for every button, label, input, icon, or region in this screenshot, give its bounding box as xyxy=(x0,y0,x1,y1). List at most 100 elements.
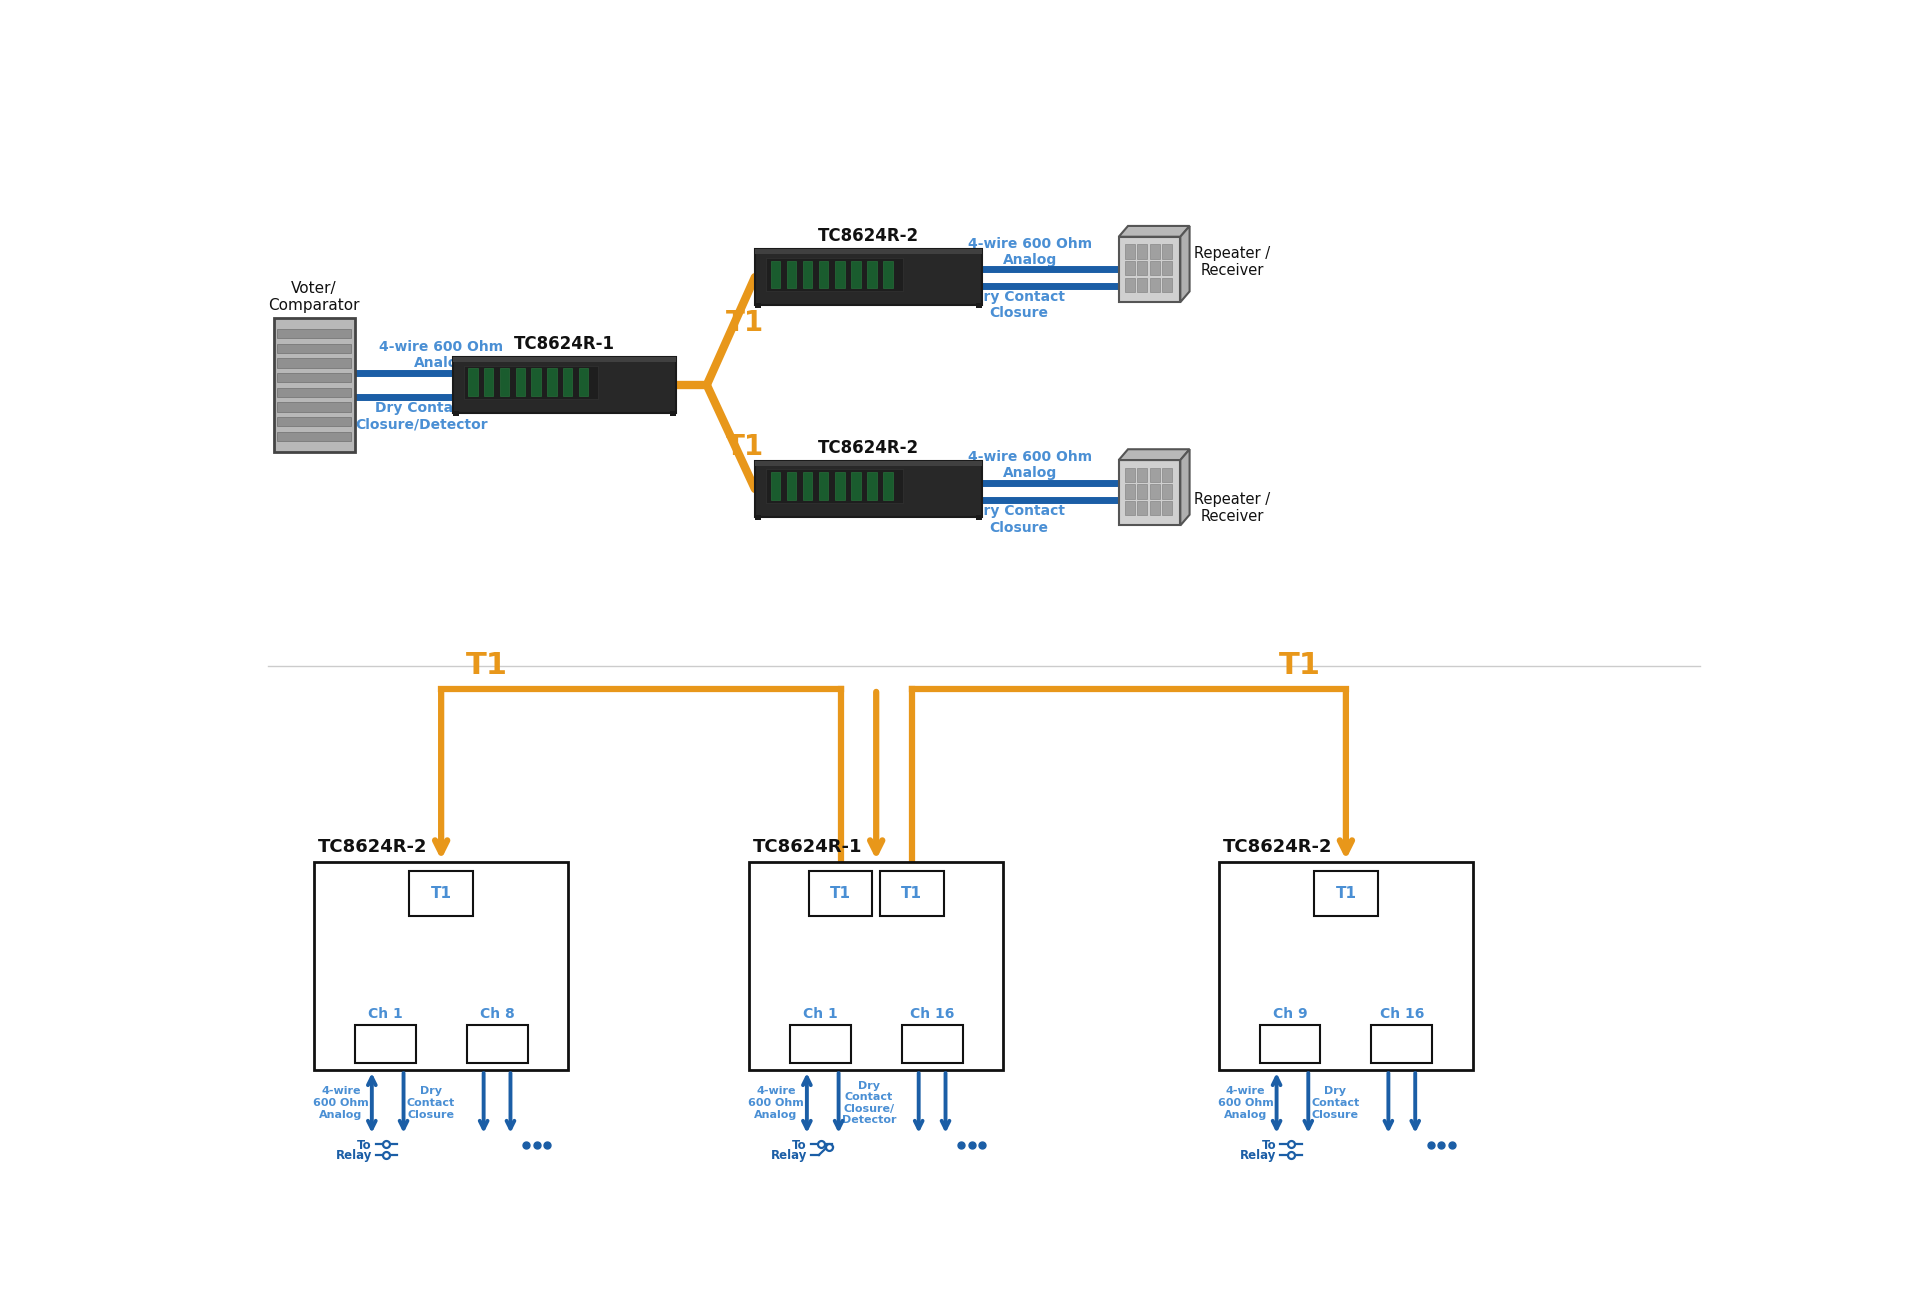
Bar xyxy=(1150,468,1160,483)
Bar xyxy=(315,863,568,1070)
Bar xyxy=(755,462,981,517)
Bar xyxy=(467,1026,528,1063)
Text: TC8624R-2: TC8624R-2 xyxy=(319,838,428,856)
Bar xyxy=(975,515,981,519)
Polygon shape xyxy=(1119,226,1190,237)
Bar xyxy=(276,359,351,368)
Text: Ch 1: Ch 1 xyxy=(369,1007,403,1020)
Text: T1: T1 xyxy=(726,309,764,338)
Text: TC8624R-2: TC8624R-2 xyxy=(1223,838,1332,856)
Bar xyxy=(755,304,760,308)
Polygon shape xyxy=(1119,450,1190,460)
Bar xyxy=(1125,262,1135,275)
Bar xyxy=(868,472,877,500)
Bar xyxy=(1162,277,1171,292)
Bar xyxy=(1137,262,1148,275)
Bar xyxy=(275,318,355,452)
Text: Dry Contact
Closure/Detector: Dry Contact Closure/Detector xyxy=(355,401,488,431)
Bar xyxy=(1137,277,1148,292)
Bar xyxy=(468,368,478,396)
Text: T1: T1 xyxy=(829,886,851,901)
Bar xyxy=(532,368,541,396)
Bar xyxy=(789,1026,851,1063)
Bar xyxy=(820,472,828,500)
Bar xyxy=(547,368,557,396)
Bar xyxy=(902,1026,962,1063)
Bar xyxy=(276,431,351,441)
Text: TC8624R-2: TC8624R-2 xyxy=(818,226,920,245)
Text: To: To xyxy=(357,1139,372,1152)
Text: Ch 1: Ch 1 xyxy=(803,1007,837,1020)
Bar xyxy=(851,260,860,288)
Bar xyxy=(276,343,351,352)
Bar xyxy=(1125,484,1135,498)
Text: T1: T1 xyxy=(430,886,451,901)
Bar xyxy=(868,260,877,288)
Text: Ch 8: Ch 8 xyxy=(480,1007,515,1020)
Bar xyxy=(1162,262,1171,275)
Bar xyxy=(1150,501,1160,515)
Bar xyxy=(1150,262,1160,275)
Bar xyxy=(1137,245,1148,259)
Text: To: To xyxy=(793,1139,806,1152)
Bar xyxy=(1125,468,1135,483)
Bar xyxy=(770,472,780,500)
Bar xyxy=(453,358,676,362)
Text: Voter/
Comparator: Voter/ Comparator xyxy=(269,280,359,313)
Text: Dry
Contact
Closure: Dry Contact Closure xyxy=(407,1086,455,1119)
Bar xyxy=(1219,863,1473,1070)
Bar xyxy=(355,1026,417,1063)
Bar xyxy=(1137,468,1148,483)
Bar xyxy=(1150,484,1160,498)
Bar xyxy=(276,402,351,412)
Bar xyxy=(803,260,812,288)
Bar xyxy=(276,373,351,383)
Bar xyxy=(787,472,797,500)
Text: Dry
Contact
Closure: Dry Contact Closure xyxy=(1311,1086,1359,1119)
Bar xyxy=(1162,468,1171,483)
Text: T1: T1 xyxy=(726,433,764,460)
Text: Dry Contact
Closure: Dry Contact Closure xyxy=(972,504,1066,534)
Text: Relay: Relay xyxy=(770,1149,806,1162)
Text: To: To xyxy=(1261,1139,1277,1152)
Bar xyxy=(820,260,828,288)
Text: Relay: Relay xyxy=(1240,1149,1277,1162)
Bar xyxy=(755,515,760,519)
Bar xyxy=(1260,1026,1321,1063)
Text: 4-wire
600 Ohm
Analog: 4-wire 600 Ohm Analog xyxy=(1217,1086,1273,1119)
Text: Ch 16: Ch 16 xyxy=(1380,1007,1425,1020)
Bar xyxy=(1125,501,1135,515)
Text: T1: T1 xyxy=(467,651,509,680)
Bar xyxy=(578,368,588,396)
Bar xyxy=(1125,245,1135,259)
Bar xyxy=(1371,1026,1432,1063)
Bar xyxy=(465,366,597,398)
Bar xyxy=(883,472,893,500)
Polygon shape xyxy=(1181,226,1190,302)
Bar xyxy=(276,388,351,397)
Text: Dry Contact
Closure: Dry Contact Closure xyxy=(972,291,1066,321)
Bar xyxy=(1162,245,1171,259)
Text: 4-wire 600 Ohm
Analog: 4-wire 600 Ohm Analog xyxy=(968,237,1092,267)
Bar xyxy=(1125,277,1135,292)
Text: TC8624R-1: TC8624R-1 xyxy=(515,334,614,352)
Bar xyxy=(766,258,902,291)
Text: 4-wire
600 Ohm
Analog: 4-wire 600 Ohm Analog xyxy=(749,1086,804,1119)
Bar xyxy=(1150,277,1160,292)
Bar xyxy=(835,472,845,500)
Bar xyxy=(499,368,509,396)
Text: Relay: Relay xyxy=(336,1149,372,1162)
Bar xyxy=(1137,484,1148,498)
Bar xyxy=(453,412,459,416)
Text: Ch 9: Ch 9 xyxy=(1273,1007,1308,1020)
Bar xyxy=(755,250,981,305)
Bar xyxy=(808,871,872,917)
Bar xyxy=(409,871,472,917)
Bar xyxy=(879,871,943,917)
Bar xyxy=(670,412,676,416)
Text: Repeater /
Receiver: Repeater / Receiver xyxy=(1194,246,1271,277)
Text: Ch 16: Ch 16 xyxy=(910,1007,954,1020)
Text: T1: T1 xyxy=(1279,651,1321,680)
Bar xyxy=(1137,501,1148,515)
Bar xyxy=(563,368,572,396)
